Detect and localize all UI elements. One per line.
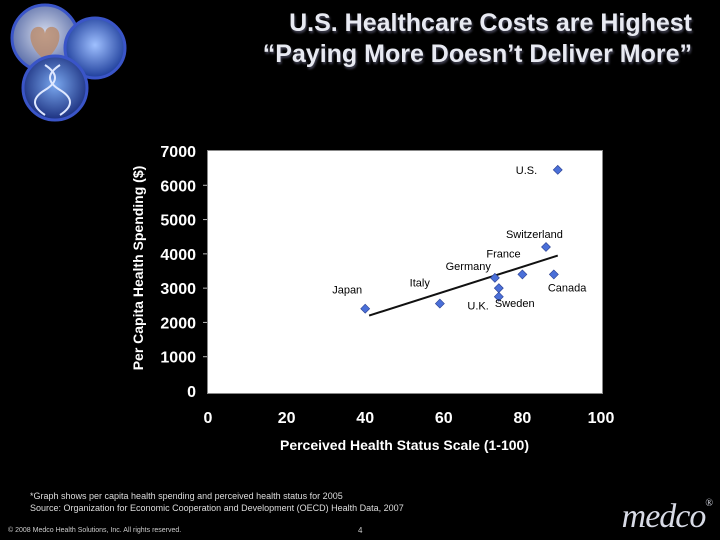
data-point [493,291,504,302]
x-tick-label: 40 [356,410,374,427]
data-point [517,269,528,280]
data-point [541,242,551,252]
y-tick-label: 5000 [160,213,196,230]
y-tick-label: 6000 [160,178,196,195]
data-label: U.K. [467,301,488,313]
decorative-logo-circles [10,3,127,122]
data-point [360,303,371,314]
data-point [548,269,559,280]
page-number: 4 [358,526,363,535]
y-tick-label: 7000 [160,144,196,161]
y-tick-label: 0 [187,384,196,401]
x-tick-label: 0 [204,410,213,427]
x-axis-label: Perceived Health Status Scale (1-100) [280,437,529,453]
data-label: Germany [446,261,492,273]
dna-helix-icon [21,54,89,122]
x-tick-label: 60 [435,410,453,427]
plot-area [207,150,603,394]
data-label: Switzerland [506,229,563,241]
data-label: U.S. [516,165,537,177]
registered-mark: ® [705,498,713,509]
brand-logo: medco® [621,498,713,536]
x-tick-label: 80 [514,410,532,427]
data-label: Canada [548,282,587,294]
title-line-2: “Paying More Doesn’t Deliver More” [262,40,692,68]
y-tick-label: 3000 [160,281,196,298]
light-rays-icon [63,16,127,80]
data-point [489,272,500,283]
brand-name: medco [621,498,707,535]
data-label: Japan [332,285,362,297]
x-tick-label: 20 [278,410,296,427]
data-label: Italy [410,278,431,290]
heart-shape-icon [30,26,60,60]
slide-title: U.S. Healthcare Costs are Highest “Payin… [132,8,692,70]
data-label: France [486,248,520,260]
footnote-line-2: Source: Organization for Economic Cooper… [30,503,404,513]
data-point [552,164,563,175]
x-tick-label: 100 [588,410,615,427]
footnote-line-1: *Graph shows per capita health spending … [30,491,343,501]
data-label: Sweden [495,298,535,310]
copyright-text: © 2008 Medco Health Solutions, Inc. All … [8,527,182,534]
trend-line [368,254,559,317]
data-point [493,283,504,294]
y-tick-label: 2000 [160,315,196,332]
y-tick-label: 4000 [160,247,196,264]
y-tick-label: 1000 [160,350,196,367]
title-line-1: U.S. Healthcare Costs are Highest [289,9,692,37]
y-axis-label: Per Capita Health Spending ($) [130,166,146,371]
data-point [434,298,445,309]
footnote: *Graph shows per capita health spending … [30,490,404,514]
